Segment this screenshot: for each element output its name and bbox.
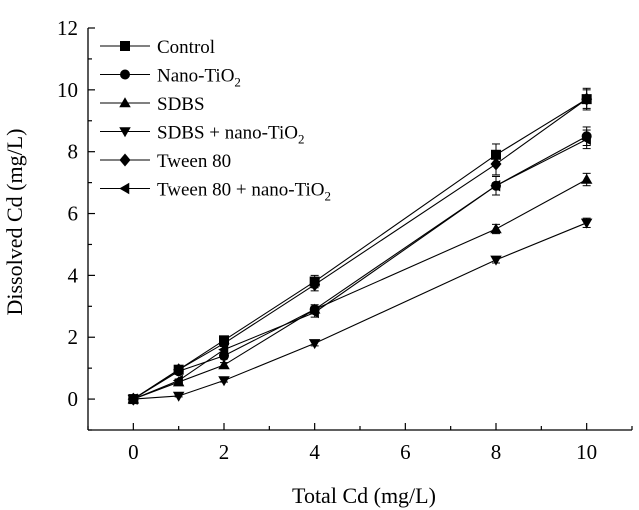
data-point (308, 339, 321, 350)
series-5 (127, 89, 593, 406)
data-point (580, 133, 591, 146)
legend-label: Control (157, 37, 215, 58)
series-layer (127, 87, 593, 406)
series-line (133, 138, 587, 400)
legend-marker (120, 41, 130, 51)
series-6 (127, 129, 591, 405)
x-tick-label: 10 (576, 440, 597, 464)
data-point (490, 179, 501, 192)
legend-entry: SDBS + nano-TiO2 (100, 123, 304, 147)
data-point (218, 376, 230, 387)
data-point (490, 223, 502, 234)
data-point (490, 157, 502, 171)
legend-label: Tween 80 + nano-TiO2 (157, 180, 331, 204)
plot-frame (87, 28, 632, 431)
legend-entry: Tween 80 (100, 151, 231, 172)
data-point (218, 359, 230, 370)
data-point (581, 92, 593, 106)
data-point (172, 391, 185, 402)
series-4 (127, 217, 593, 405)
data-point (172, 374, 183, 387)
x-axis-label: Total Cd (mg/L) (292, 483, 436, 508)
legend-label: SDBS (157, 94, 205, 115)
legend-entry: Nano-TiO2 (100, 66, 241, 90)
y-tick-label: 12 (57, 16, 78, 40)
y-tick-label: 6 (68, 202, 79, 226)
legend-marker (119, 153, 131, 167)
series-line (133, 98, 587, 400)
x-tick-label: 8 (491, 440, 502, 464)
series-line (133, 179, 587, 400)
x-axis: 0 2 4 6 8 10 (87, 423, 633, 464)
legend-label: SDBS + nano-TiO2 (157, 123, 304, 147)
legend: Control Nano-TiO2 SDBS SDBS + nano-TiO2 Twee… (100, 37, 331, 204)
x-tick-label: 2 (219, 440, 230, 464)
y-axis: 0 2 4 6 8 10 12 (57, 16, 95, 431)
data-point (173, 363, 185, 377)
legend-marker (119, 127, 131, 138)
legend-entry: Control (100, 37, 215, 58)
legend-marker (119, 182, 130, 195)
x-tick-label: 0 (128, 440, 139, 464)
data-point (580, 173, 593, 184)
series-3 (127, 172, 593, 404)
series-line (133, 98, 587, 400)
y-tick-label: 10 (57, 78, 78, 102)
y-tick-label: 0 (68, 387, 79, 411)
legend-marker (119, 97, 131, 108)
y-tick-label: 4 (68, 263, 79, 287)
data-point (580, 218, 593, 229)
data-point (308, 306, 319, 319)
data-point (127, 393, 138, 405)
y-axis-label: Dissolved Cd (mg/L) (2, 129, 27, 316)
legend-marker (120, 69, 130, 80)
x-tick-label: 4 (309, 440, 320, 464)
legend-entry: SDBS (100, 94, 205, 115)
legend-label: Nano-TiO2 (157, 66, 241, 90)
data-point (490, 255, 502, 266)
x-tick-label: 6 (400, 440, 411, 464)
y-tick-label: 8 (68, 140, 79, 164)
series-line (133, 222, 587, 400)
legend-label: Tween 80 (157, 151, 231, 172)
y-tick-label: 2 (68, 325, 79, 349)
series-line (133, 135, 587, 400)
legend-entry: Tween 80 + nano-TiO2 (100, 180, 331, 204)
data-point (218, 343, 229, 356)
data-point (309, 278, 321, 292)
